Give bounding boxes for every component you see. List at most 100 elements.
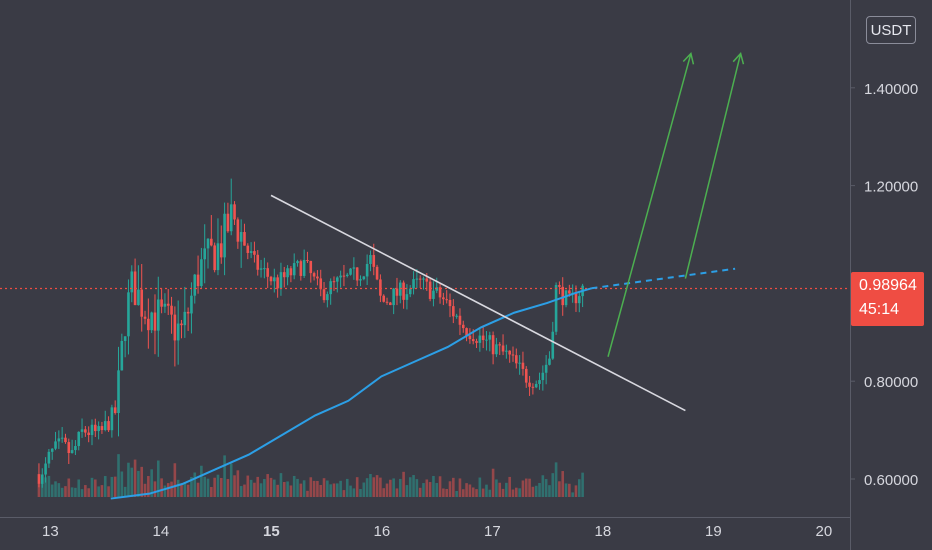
volume-bar bbox=[568, 483, 571, 497]
candle-body bbox=[246, 245, 250, 253]
volume-bar bbox=[163, 485, 167, 497]
candle-body bbox=[382, 295, 386, 302]
candle-body bbox=[385, 301, 389, 303]
candle-body bbox=[156, 299, 160, 331]
time-axis-label: 13 bbox=[42, 523, 59, 540]
volume-bar bbox=[229, 463, 233, 497]
volume-bar bbox=[488, 489, 492, 497]
volume-bar bbox=[461, 489, 465, 497]
candle-body bbox=[50, 448, 54, 452]
price-axis-label: 1.20000 bbox=[864, 179, 918, 196]
currency-label: USDT bbox=[870, 22, 912, 39]
candle-body bbox=[216, 243, 220, 271]
candle-body bbox=[170, 305, 173, 315]
candle-body bbox=[531, 386, 535, 388]
volume-bar bbox=[153, 481, 157, 497]
candle-body bbox=[389, 302, 392, 306]
candle-body bbox=[127, 292, 130, 337]
candle-body bbox=[186, 311, 190, 314]
volume-bar bbox=[319, 484, 323, 497]
candle-body bbox=[37, 474, 41, 484]
volume-bar bbox=[425, 479, 429, 497]
volume-bar bbox=[273, 479, 276, 497]
volume-bar bbox=[256, 476, 260, 497]
candle-body bbox=[153, 312, 157, 331]
volume-bar bbox=[581, 472, 584, 497]
candle-body bbox=[375, 266, 379, 280]
volume-bar bbox=[160, 478, 163, 497]
candle-body bbox=[372, 255, 376, 267]
candle-body bbox=[574, 292, 578, 304]
volume-bar bbox=[253, 482, 256, 497]
volume-bar bbox=[259, 483, 263, 497]
volume-bar bbox=[442, 488, 445, 497]
volume-bar bbox=[120, 471, 124, 497]
candle-body bbox=[160, 299, 163, 307]
volume-bar bbox=[415, 479, 419, 497]
volume-bar bbox=[309, 477, 313, 497]
candle-body bbox=[445, 299, 448, 301]
volume-bar bbox=[210, 487, 213, 497]
candle-body bbox=[203, 248, 206, 260]
candle-body bbox=[442, 297, 445, 300]
candle-body bbox=[143, 316, 147, 319]
candle-body bbox=[528, 382, 531, 387]
volume-bar bbox=[405, 485, 409, 497]
volume-bar bbox=[216, 474, 220, 497]
volume-bar bbox=[64, 486, 67, 497]
volume-bar bbox=[531, 486, 535, 497]
candle-body bbox=[398, 282, 402, 296]
volume-bar bbox=[263, 479, 266, 497]
candle-body bbox=[233, 204, 236, 220]
volume-bar bbox=[123, 486, 127, 497]
volume-bar bbox=[577, 479, 581, 497]
candle-body bbox=[359, 279, 362, 281]
volume-bar bbox=[369, 473, 372, 497]
volume-bar bbox=[558, 481, 561, 497]
volume-bar bbox=[548, 485, 551, 497]
candle-body bbox=[475, 341, 478, 343]
candle-body bbox=[263, 268, 266, 270]
candle-body bbox=[415, 278, 419, 280]
candle-body bbox=[501, 345, 505, 352]
candle-body bbox=[551, 331, 555, 359]
candle-body bbox=[67, 442, 71, 454]
volume-bar bbox=[166, 483, 170, 497]
candle-body bbox=[239, 232, 243, 242]
time-axis-label: 14 bbox=[153, 523, 170, 540]
candle-body bbox=[471, 339, 475, 342]
candle-body bbox=[345, 274, 349, 277]
volume-bar bbox=[362, 482, 366, 497]
volume-bar bbox=[44, 477, 47, 497]
candle-body bbox=[190, 295, 193, 314]
volume-bar bbox=[326, 480, 329, 497]
candle-body bbox=[561, 286, 565, 306]
volume-bar bbox=[554, 462, 558, 497]
volume-bar bbox=[408, 477, 412, 497]
candle-body bbox=[54, 441, 57, 449]
candle-body bbox=[488, 335, 492, 340]
currency-selector-button[interactable]: USDT bbox=[866, 16, 916, 44]
candle-body bbox=[452, 306, 455, 317]
candle-body bbox=[515, 355, 518, 364]
candle-body bbox=[150, 312, 153, 331]
candle-body bbox=[534, 383, 538, 388]
candle-body bbox=[47, 451, 51, 464]
volume-bar bbox=[342, 490, 346, 497]
volume-bar bbox=[458, 478, 462, 497]
volume-bar bbox=[47, 475, 51, 497]
volume-bar bbox=[365, 478, 369, 497]
price-axis-label: 0.60000 bbox=[864, 472, 918, 489]
candle-body bbox=[77, 431, 81, 447]
projection-arrow bbox=[607, 53, 692, 357]
candle-body bbox=[495, 344, 498, 355]
volume-bar bbox=[375, 475, 379, 497]
candle-body bbox=[286, 268, 289, 278]
volume-bar bbox=[67, 478, 71, 497]
time-axis-label: 20 bbox=[816, 523, 833, 540]
candle-body bbox=[117, 370, 120, 414]
projection-arrow bbox=[684, 53, 742, 279]
candle-body bbox=[196, 274, 200, 287]
